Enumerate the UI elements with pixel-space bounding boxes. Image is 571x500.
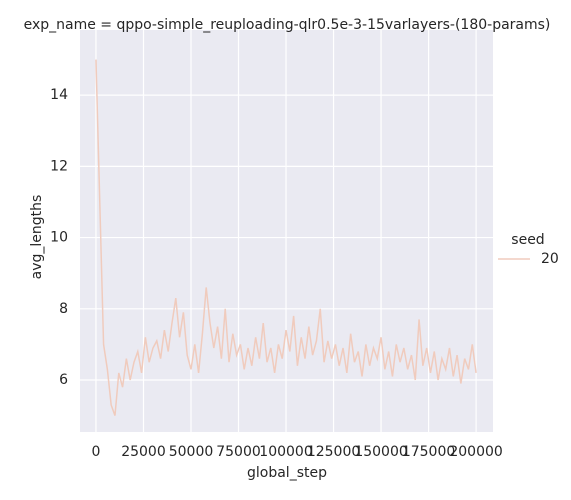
y-tick-label: 6 — [59, 372, 68, 388]
x-tick-label: 0 — [92, 444, 101, 460]
x-tick-label: 150000 — [354, 444, 407, 460]
x-tick-label: 75000 — [216, 444, 261, 460]
x-tick-label: 175000 — [402, 444, 455, 460]
y-tick-label: 14 — [50, 87, 68, 103]
legend-label: 20 — [541, 251, 559, 267]
x-tick-label: 125000 — [307, 444, 360, 460]
y-axis-label: avg_lengths — [29, 195, 45, 280]
y-tick-label: 10 — [50, 230, 68, 246]
y-tick-label: 12 — [50, 158, 68, 174]
x-tick-label: 100000 — [259, 444, 312, 460]
x-tick-label: 25000 — [121, 444, 166, 460]
x-axis-label: global_step — [247, 465, 327, 481]
marks — [95, 59, 477, 416]
chart-title: exp_name = qppo-simple_reuploading-qlr0.… — [24, 17, 551, 33]
x-tick-label: 50000 — [169, 444, 214, 460]
grid — [80, 30, 493, 432]
legend-title: seed — [511, 232, 544, 248]
x-tick-label: 200000 — [449, 444, 502, 460]
y-tick-label: 8 — [59, 301, 68, 317]
data-line — [95, 59, 477, 416]
